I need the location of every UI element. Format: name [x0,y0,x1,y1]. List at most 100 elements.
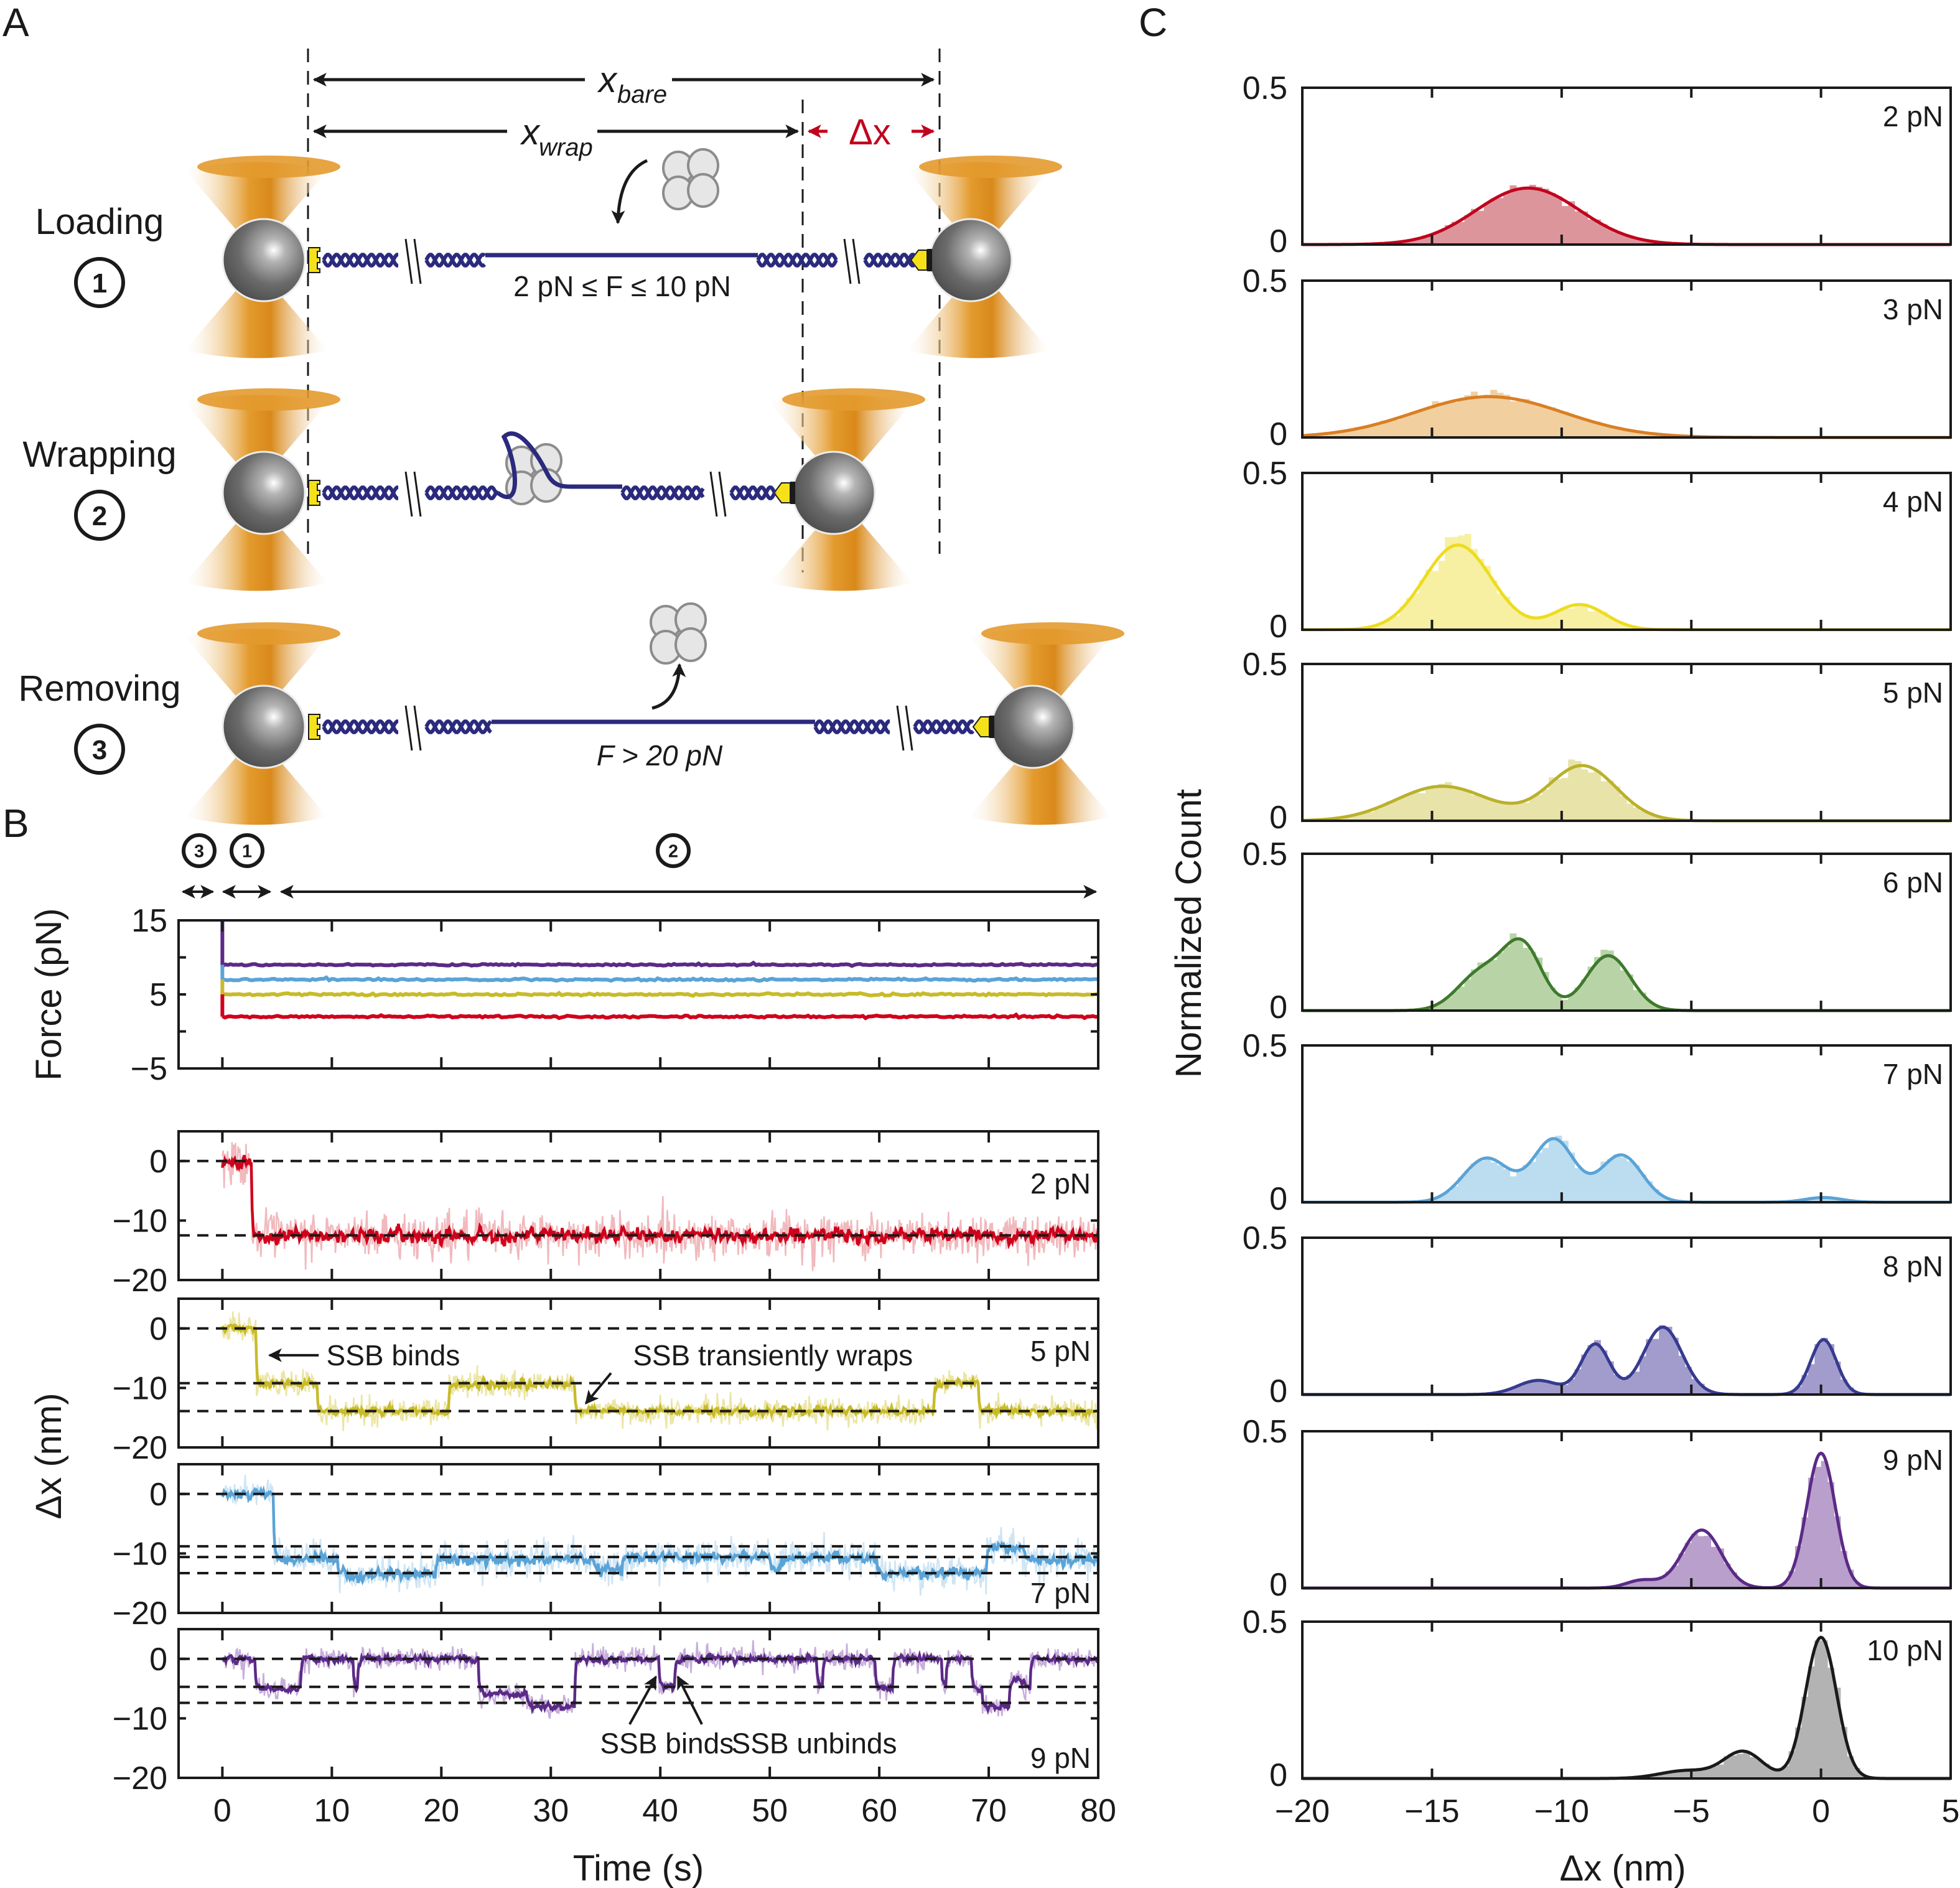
event-annotation: SSB binds [327,1339,460,1372]
histogram-bar [1470,391,1478,437]
histogram-bar [1490,580,1498,630]
histogram-bar [1464,215,1472,245]
force-series-2pN [220,994,1099,1021]
histogram-bar [1697,1536,1705,1588]
histogram-bar [1393,800,1400,821]
histogram-bar [1814,1467,1822,1588]
histogram-bar [1646,1000,1653,1011]
histogram-bar [1704,1390,1711,1395]
histogram-bar [1587,219,1595,245]
histogram-bar [1665,1327,1673,1395]
histogram-bar [1594,770,1601,821]
histogram-bar [1626,1582,1633,1588]
histogram-force-label: 4 pN [1883,485,1943,518]
histogram-bar [1432,401,1439,437]
histogram-force-label: 2 pN [1883,100,1943,133]
histogram-bar [1737,1579,1744,1588]
trace-force-label: 5 pN [1030,1335,1091,1367]
histogram-bar [1834,1688,1841,1778]
histogram-bar [1671,1565,1679,1588]
histogram-bar [1620,1380,1627,1395]
delta-x-label: Δx [849,112,891,152]
histogram-bar [1626,803,1633,821]
dsdna-handle-left-2 [424,485,499,500]
hist-x-tick-label: −5 [1673,1793,1710,1830]
hist-y-tick-label: 0.5 [1243,456,1287,492]
dig-handle-icon [773,482,791,503]
histogram-bar [1458,535,1465,630]
histogram-force-label: 3 pN [1883,293,1943,325]
plot-frame [1301,853,1952,1012]
histogram-bar [1536,795,1543,821]
histogram-bar [1594,956,1601,1011]
histogram-bar [1555,1136,1562,1202]
step-number: 3 [194,842,204,862]
dx-y-tick-label: 0 [149,1311,167,1347]
histogram-bar [1426,236,1432,245]
histogram-bar [1607,427,1614,437]
histogram-bar [1834,1516,1841,1588]
histogram-bar [1426,787,1432,821]
panel-a-schematic: x bare x wrap Δx Loading 1 2 pN ≤ F ≤ 10 p… [18,49,1124,825]
histogram-bar [1652,1339,1659,1395]
panel-label-a: A [2,0,29,45]
hist-x-tick-label: 5 [1942,1793,1960,1830]
histogram-bar [1322,434,1329,437]
plot-frame [177,1130,1099,1281]
histogram-panel-8pN: 0 0.5 8 pN [1243,1220,1952,1409]
histogram-bar [1814,1640,1822,1778]
x-bare-dimension: x bare [312,60,935,108]
hist-y-tick-label: 0.5 [1243,1414,1287,1450]
histogram-bar [1626,237,1633,245]
histogram-bar [1600,950,1608,1011]
histogram-bar [1607,950,1614,1011]
histogram-bar [1490,198,1498,245]
histogram-bar [1367,425,1374,437]
hist-y-tick-label: 0.5 [1243,1220,1287,1256]
dsdna-handle-left [322,253,399,268]
histogram-bar [1445,782,1452,821]
dsdna-handle-right-2 [729,485,777,500]
histogram-panel-6pN: 0 0.5 6 pN [1243,836,1952,1026]
histogram-bar [1360,812,1368,821]
force-axis-label: Force (pN) [29,908,69,1080]
histogram-bar [1510,1176,1517,1202]
event-annotation: SSB unbinds [732,1727,897,1760]
time-x-tick-label: 80 [1080,1793,1116,1829]
dsdna-handle-right [813,719,890,734]
histogram-bar [1523,948,1530,1011]
histogram-bar [1639,1174,1646,1202]
hist-x-tick-label: −15 [1404,1793,1459,1830]
histogram-bar [1432,1005,1439,1011]
histogram-bar [1613,232,1621,245]
dig-handle-icon [972,716,990,737]
histogram-bar [1775,1769,1783,1778]
histogram-bar [1801,1696,1809,1778]
histogram-bar [1542,1381,1549,1395]
histogram-bar [1620,623,1627,630]
delta-x-dimension: Δx [807,112,935,152]
histogram-bar [1386,801,1394,821]
histogram-bar [1555,196,1562,245]
histogram-bar [1574,416,1582,437]
histogram-bar [1503,596,1510,630]
histogram-bar [1671,1772,1679,1778]
histogram-bar [1600,1161,1608,1202]
histogram-bar [1620,796,1627,821]
histogram-bar [1827,1482,1834,1588]
histogram-bar [1620,1584,1627,1588]
histogram-bar [1633,807,1640,821]
histogram-bar [1335,433,1342,437]
histogram-bar [1354,427,1361,437]
histogram-bar [1451,1185,1458,1202]
histogram-bar [1483,1158,1491,1202]
histogram-bar [1549,614,1556,630]
force-series-9pN [220,920,1099,970]
plot-frame [1301,279,1952,439]
histogram-bar [1445,225,1452,245]
histogram-bar [1581,769,1589,821]
histogram-bar [1490,800,1498,821]
histogram-bar [1445,997,1452,1011]
histogram-bar [1581,1354,1589,1395]
